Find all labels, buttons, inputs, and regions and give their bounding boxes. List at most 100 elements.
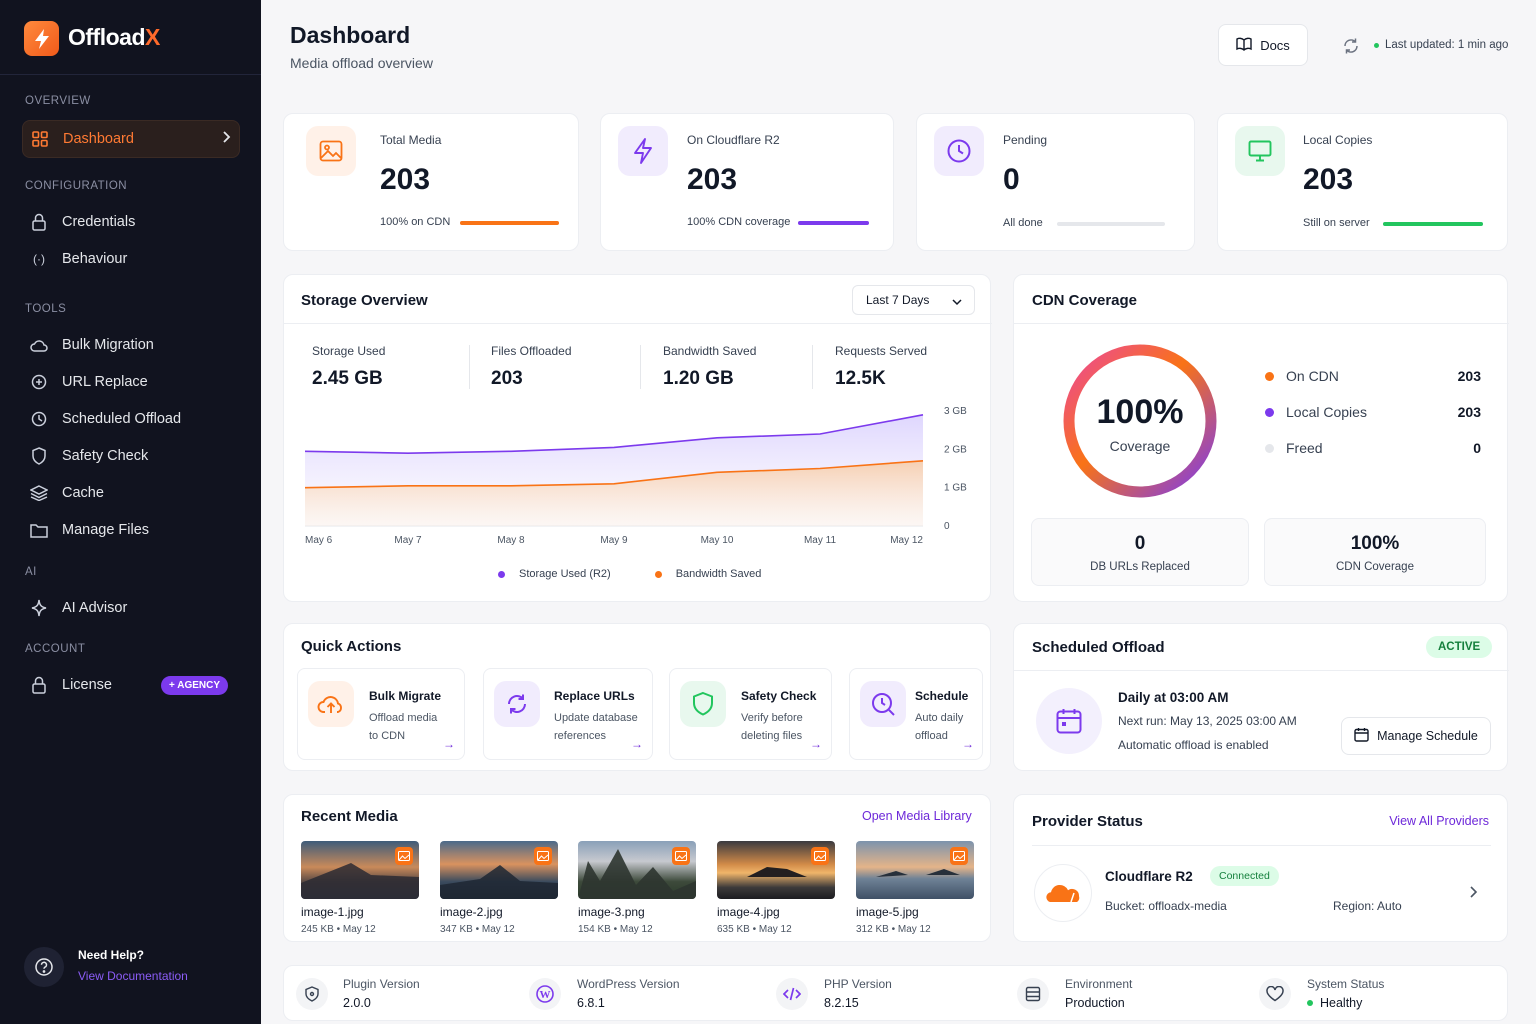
storage-chart: May 6 May 7 May 8 May 9 May 10 May 11 May 12 3 … bbox=[304, 406, 967, 546]
stat-card-cloudflare: On Cloudflare R2 203 100% CDN coverage bbox=[600, 113, 894, 251]
view-documentation-link[interactable]: View Documentation bbox=[78, 969, 188, 983]
stat-card-local-copies: Local Copies 203 Still on server bbox=[1217, 113, 1508, 251]
sidebar-item-safety-check[interactable]: Safety Check bbox=[22, 437, 240, 475]
provider-bucket: Bucket: offloadx-media bbox=[1105, 899, 1227, 913]
footer-value: Production bbox=[1065, 996, 1125, 1010]
legend-dot bbox=[498, 570, 505, 578]
x-tick-label: May 11 bbox=[804, 535, 836, 546]
sidebar-item-url-replace[interactable]: URL Replace bbox=[22, 363, 240, 401]
card-title: Provider Status bbox=[1032, 813, 1143, 830]
cdn-coverage-box: 100% CDN Coverage bbox=[1264, 518, 1486, 586]
media-thumbnail[interactable] bbox=[578, 841, 696, 899]
media-thumbnail[interactable] bbox=[440, 841, 558, 899]
provider-name: Cloudflare R2 bbox=[1105, 869, 1193, 884]
sidebar-item-label: Cache bbox=[62, 485, 104, 501]
sidebar-item-label: Credentials bbox=[62, 214, 136, 230]
sidebar-item-behaviour[interactable]: (·) Behaviour bbox=[22, 240, 240, 278]
cloudflare-icon bbox=[1034, 864, 1092, 922]
quick-action-bulk-migrate[interactable]: Bulk Migrate Offload media to CDN → bbox=[297, 668, 465, 760]
metric-value: 1.20 GB bbox=[663, 368, 734, 389]
media-name: image-3.png bbox=[578, 905, 645, 919]
schedule-note: Automatic offload is enabled bbox=[1118, 738, 1269, 752]
sidebar-item-dashboard[interactable]: Dashboard bbox=[22, 120, 240, 158]
sidebar-item-license[interactable]: License + AGENCY bbox=[22, 666, 240, 704]
open-media-library-link[interactable]: Open Media Library bbox=[862, 809, 972, 823]
quick-action-safety-check[interactable]: Safety Check Verify before deleting file… bbox=[669, 668, 832, 760]
image-icon bbox=[306, 126, 356, 176]
legend-dot bbox=[1265, 372, 1274, 381]
stat-foot: 100% CDN coverage bbox=[687, 216, 791, 228]
legend-dot bbox=[1265, 444, 1274, 453]
card-title: CDN Coverage bbox=[1032, 292, 1138, 309]
logo-icon bbox=[24, 21, 59, 56]
media-meta: 154 KB • May 12 bbox=[578, 924, 653, 935]
chevron-right-icon[interactable] bbox=[1468, 885, 1478, 904]
sidebar-item-label: Bulk Migration bbox=[62, 337, 154, 353]
refresh-icon[interactable] bbox=[1342, 37, 1360, 55]
x-tick-label: May 12 bbox=[890, 535, 923, 546]
sidebar-item-cache[interactable]: Cache bbox=[22, 474, 240, 512]
media-meta: 347 KB • May 12 bbox=[440, 924, 515, 935]
sidebar-item-manage-files[interactable]: Manage Files bbox=[22, 511, 240, 549]
metric-value: 203 bbox=[491, 368, 523, 389]
arrow-right-icon: → bbox=[443, 737, 455, 751]
footer-label: Environment bbox=[1065, 977, 1133, 991]
page-title: Dashboard bbox=[290, 22, 411, 48]
help-title: Need Help? bbox=[78, 948, 145, 962]
legend-value: 203 bbox=[1457, 368, 1481, 384]
sidebar-item-ai-advisor[interactable]: AI Advisor bbox=[22, 589, 240, 627]
code-bracket-icon: (·) bbox=[33, 252, 45, 266]
stat-foot: Still on server bbox=[1303, 217, 1370, 229]
stat-label: Local Copies bbox=[1303, 133, 1373, 147]
sidebar-item-label: Scheduled Offload bbox=[62, 411, 182, 427]
media-name: image-4.jpg bbox=[717, 905, 780, 919]
media-name: image-2.jpg bbox=[440, 905, 503, 919]
legend-dot bbox=[1265, 408, 1274, 417]
footer-label: PHP Version bbox=[824, 977, 892, 991]
progress-fill bbox=[798, 221, 869, 225]
mountain-image bbox=[747, 867, 807, 877]
view-all-providers-link[interactable]: View All Providers bbox=[1389, 814, 1489, 828]
quick-action-replace-urls[interactable]: Replace URLs Update database references … bbox=[483, 668, 653, 760]
mountain-image bbox=[876, 869, 960, 877]
arrow-right-icon: → bbox=[810, 737, 822, 751]
footer-value: 6.8.1 bbox=[577, 996, 605, 1010]
y-tick-label: 2 GB bbox=[944, 444, 967, 455]
range-select[interactable]: Last 7 Days bbox=[852, 285, 975, 315]
shield-icon bbox=[680, 681, 726, 727]
y-tick-label: 0 bbox=[944, 521, 950, 532]
clock-icon bbox=[30, 410, 48, 428]
sidebar-item-scheduled-offload[interactable]: Scheduled Offload bbox=[22, 400, 240, 438]
mountain-image bbox=[301, 863, 419, 899]
image-badge-icon bbox=[672, 847, 690, 865]
coverage-percent: 100% bbox=[1096, 393, 1184, 431]
quick-action-schedule[interactable]: Schedule Auto daily offload → bbox=[849, 668, 983, 760]
stat-foot: 100% on CDN bbox=[380, 216, 451, 228]
media-thumbnail[interactable] bbox=[717, 841, 835, 899]
footer-label: System Status bbox=[1307, 977, 1385, 991]
sidebar-item-credentials[interactable]: Credentials bbox=[22, 203, 240, 241]
shield-icon bbox=[30, 447, 48, 465]
sidebar: OffloadX OVERVIEW Dashboard CONFIGURATIO… bbox=[0, 0, 261, 1024]
card-title: Scheduled Offload bbox=[1032, 639, 1165, 656]
image-badge-icon bbox=[395, 847, 413, 865]
manage-schedule-button[interactable]: Manage Schedule bbox=[1341, 717, 1491, 755]
docs-button[interactable]: Docs bbox=[1218, 24, 1308, 66]
arrow-right-icon: → bbox=[962, 737, 974, 751]
area-1 bbox=[305, 460, 923, 526]
series-line-1 bbox=[304, 460, 924, 489]
sidebar-item-bulk-migration[interactable]: Bulk Migration bbox=[22, 326, 240, 364]
heart-icon bbox=[1259, 978, 1291, 1010]
stat-value: 203 bbox=[687, 163, 738, 196]
section-configuration: CONFIGURATION bbox=[25, 180, 128, 192]
stat-foot: All done bbox=[1003, 217, 1043, 229]
progress-bar bbox=[1057, 222, 1165, 226]
stat-value: 203 bbox=[1303, 163, 1354, 196]
help-icon[interactable] bbox=[24, 947, 64, 987]
media-name: image-1.jpg bbox=[301, 905, 364, 919]
lock-icon bbox=[30, 213, 48, 231]
y-tick-label: 3 GB bbox=[944, 406, 967, 417]
legend-dot bbox=[654, 570, 662, 578]
media-thumbnail[interactable] bbox=[301, 841, 419, 899]
media-thumbnail[interactable] bbox=[856, 841, 974, 899]
